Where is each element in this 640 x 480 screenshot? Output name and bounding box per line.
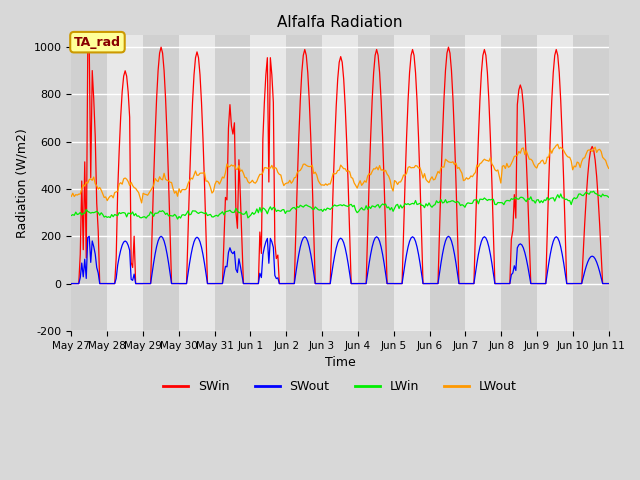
SWin [247, 281, 255, 287]
LWin [577, 191, 584, 197]
SWout [85, 233, 93, 239]
LWout [133, 188, 141, 193]
LWout [67, 193, 75, 199]
Line: LWout: LWout [71, 144, 609, 203]
LWin [229, 210, 237, 216]
LWin [67, 213, 75, 218]
LWout [605, 166, 612, 171]
LWout [229, 163, 237, 169]
LWin [247, 212, 255, 218]
LWout [138, 200, 145, 206]
Title: Alfalfa Radiation: Alfalfa Radiation [277, 15, 403, 30]
Line: SWin: SWin [71, 47, 609, 284]
SWout [577, 281, 584, 287]
SWout [247, 281, 255, 287]
Text: TA_rad: TA_rad [74, 36, 121, 48]
X-axis label: Time: Time [324, 356, 355, 369]
SWin [605, 281, 612, 287]
LWin [304, 203, 312, 209]
SWout [256, 270, 264, 276]
LWout [256, 171, 264, 177]
SWout [229, 251, 237, 256]
LWin [605, 194, 612, 200]
SWin [135, 281, 143, 287]
Line: SWout: SWout [71, 236, 609, 284]
LWout [304, 163, 312, 169]
LWout [554, 142, 561, 147]
SWin [256, 229, 264, 235]
Bar [573, 36, 609, 331]
Line: LWin: LWin [71, 191, 609, 219]
SWout [67, 281, 75, 287]
SWin [85, 44, 93, 50]
SWout [304, 239, 312, 244]
Legend: SWin, SWout, LWin, LWout: SWin, SWout, LWin, LWout [158, 375, 522, 398]
SWin [229, 131, 237, 137]
Bar [358, 36, 394, 331]
Y-axis label: Radiation (W/m2): Radiation (W/m2) [15, 128, 28, 238]
LWin [256, 204, 264, 210]
Bar [501, 36, 537, 331]
SWin [304, 70, 312, 75]
SWout [135, 281, 143, 287]
Bar [71, 36, 107, 331]
LWout [578, 159, 586, 165]
Bar [429, 36, 465, 331]
Bar [143, 36, 179, 331]
LWin [173, 216, 181, 222]
LWin [590, 188, 598, 194]
SWin [577, 281, 584, 287]
SWin [67, 281, 75, 287]
LWout [247, 179, 255, 185]
LWin [133, 213, 141, 219]
Bar [214, 36, 250, 331]
SWout [605, 281, 612, 287]
Bar [286, 36, 322, 331]
